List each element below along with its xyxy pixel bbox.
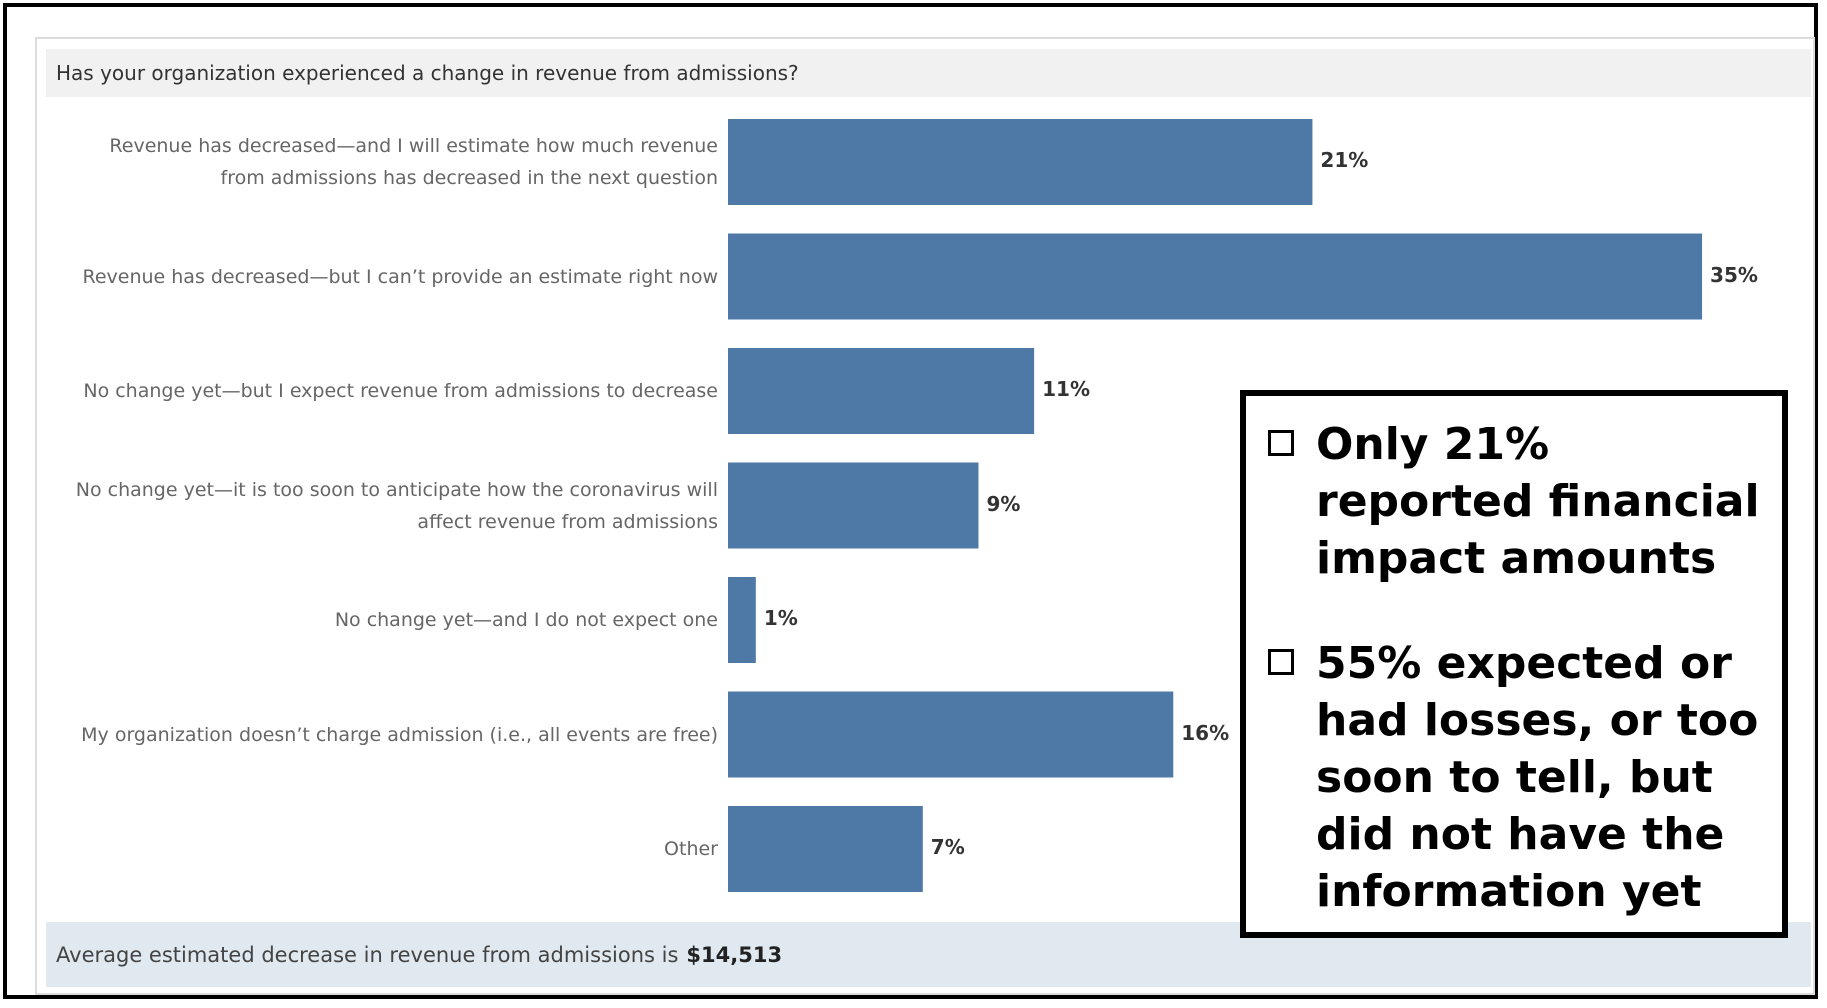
callout-text: Only 21% reported financial impact amounts bbox=[1316, 416, 1760, 587]
bar-value-label-0: 21% bbox=[1320, 148, 1369, 172]
callout-item-0: Only 21% reported financial impact amounts bbox=[1268, 416, 1768, 587]
bar-0 bbox=[728, 119, 1313, 205]
category-label-3: No change yet—it is too soon to anticipa… bbox=[38, 474, 718, 538]
category-label-line: Revenue has decreased—and I will estimat… bbox=[109, 135, 718, 157]
callout-box: Only 21% reported financial impact amounts… bbox=[1240, 390, 1788, 938]
category-label-line: Other bbox=[664, 838, 718, 860]
category-label-line: affect revenue from admissions bbox=[417, 510, 718, 533]
callout-line: impact amounts bbox=[1316, 533, 1717, 584]
bar-3 bbox=[728, 462, 979, 549]
category-label-2: No change yet—but I expect revenue from … bbox=[38, 375, 718, 407]
checkbox-bullet-icon bbox=[1268, 430, 1294, 456]
category-label-5: My organization doesn’t charge admission… bbox=[38, 719, 718, 751]
bar-value-label-6: 7% bbox=[930, 835, 965, 859]
category-label-line: No change yet—it is too soon to anticipa… bbox=[75, 478, 718, 501]
category-label-line: No change yet—but I expect revenue from … bbox=[83, 380, 718, 402]
callout-line: 55% expected or bbox=[1316, 638, 1732, 689]
bar-4 bbox=[728, 577, 756, 663]
callout-text: 55% expected or had losses, or too soon to… bbox=[1316, 635, 1758, 920]
bar-value-label-2: 11% bbox=[1042, 377, 1090, 401]
callout-item-1: 55% expected or had losses, or too soon to… bbox=[1268, 635, 1768, 920]
callout-line: Only 21% bbox=[1316, 419, 1550, 470]
callout-line: information yet bbox=[1316, 866, 1702, 917]
callout-line: had losses, or too bbox=[1316, 695, 1759, 746]
chart-title: Has your organization experienced a chan… bbox=[56, 61, 799, 85]
bar-1 bbox=[728, 233, 1703, 320]
callout-line: did not have the bbox=[1316, 809, 1725, 860]
footer-amount: $14,513 bbox=[686, 942, 783, 967]
category-label-line: My organization doesn’t charge admission… bbox=[81, 723, 718, 746]
bar-6 bbox=[728, 806, 923, 892]
footer-text: Average estimated decrease in revenue fr… bbox=[56, 942, 679, 967]
chart-title-bar: Has your organization experienced a chan… bbox=[46, 49, 1811, 97]
bar-value-label-1: 35% bbox=[1710, 262, 1758, 287]
category-label-line: No change yet—and I do not expect one bbox=[334, 609, 718, 631]
checkbox-bullet-icon bbox=[1268, 649, 1294, 675]
category-label-0: Revenue has decreased—and I will estimat… bbox=[38, 130, 718, 194]
bar-value-label-4: 1% bbox=[763, 606, 798, 630]
bar-5 bbox=[728, 691, 1174, 778]
bar-2 bbox=[728, 348, 1035, 434]
bar-value-label-3: 9% bbox=[986, 491, 1021, 516]
category-label-line: Revenue has decreased—but I can’t provid… bbox=[82, 265, 718, 288]
bar-value-label-5: 16% bbox=[1181, 720, 1230, 745]
category-label-1: Revenue has decreased—but I can’t provid… bbox=[38, 261, 718, 293]
category-label-line: from admissions has decreased in the nex… bbox=[220, 167, 718, 189]
callout-line: soon to tell, but bbox=[1316, 752, 1713, 803]
callout-line: reported financial bbox=[1316, 476, 1760, 527]
category-label-6: Other bbox=[38, 833, 718, 865]
category-label-4: No change yet—and I do not expect one bbox=[38, 604, 718, 636]
